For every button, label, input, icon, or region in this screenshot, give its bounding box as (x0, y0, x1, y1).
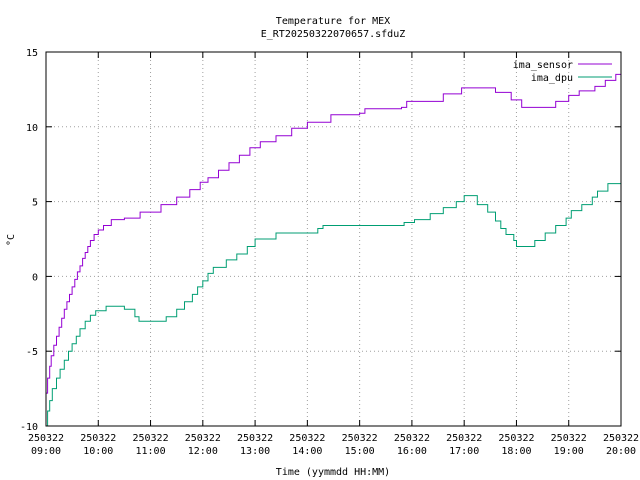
y-tick-label: 0 (32, 272, 38, 283)
series-line-ima-dpu (46, 179, 622, 427)
y-axis-ticks: 15 10 5 0 -5 -10 (20, 48, 621, 433)
grid-lines (46, 52, 621, 426)
x-tick-time: 13:00 (240, 446, 270, 457)
y-tick-label: -10 (20, 422, 38, 433)
x-tick-time: 12:00 (188, 446, 218, 457)
x-tick-time: 18:00 (501, 446, 531, 457)
x-tick-date: 250322 (185, 433, 221, 444)
x-tick-time: 16:00 (397, 446, 427, 457)
series-layer (46, 73, 622, 427)
x-tick-time: 14:00 (292, 446, 322, 457)
x-tick-date: 250322 (80, 433, 116, 444)
chart-title: Temperature for MEX (276, 16, 390, 27)
y-tick-label: 15 (26, 48, 38, 59)
x-tick-date: 250322 (289, 433, 325, 444)
x-tick-date: 250322 (551, 433, 587, 444)
x-tick-date: 250322 (446, 433, 482, 444)
x-tick-date: 250322 (237, 433, 273, 444)
y-tick-label: 10 (26, 123, 38, 134)
legend: ima_sensor ima_dpu (513, 60, 612, 84)
y-axis-label: °C (6, 234, 17, 246)
x-tick-date: 250322 (498, 433, 534, 444)
chart-subtitle: E_RT20250322070657.sfduZ (261, 29, 406, 40)
x-tick-date: 250322 (132, 433, 168, 444)
x-axis-label: Time (yymmdd HH:MM) (276, 467, 390, 478)
x-tick-date: 250322 (342, 433, 378, 444)
x-tick-time: 17:00 (449, 446, 479, 457)
x-tick-time: 09:00 (31, 446, 61, 457)
x-tick-date: 250322 (28, 433, 64, 444)
x-tick-time: 15:00 (345, 446, 375, 457)
series-line-ima-sensor (46, 73, 622, 394)
x-tick-time: 20:00 (606, 446, 636, 457)
x-tick-date: 250322 (394, 433, 430, 444)
x-tick-date: 250322 (603, 433, 639, 444)
x-tick-time: 11:00 (135, 446, 165, 457)
x-tick-time: 10:00 (83, 446, 113, 457)
legend-label-ima-sensor: ima_sensor (513, 60, 573, 71)
x-tick-time: 19:00 (554, 446, 584, 457)
y-tick-label: 5 (32, 198, 38, 209)
x-axis-ticks: 250322 09:00 250322 10:00 250322 11:00 250322 1… (28, 52, 639, 457)
plot-frame (45, 51, 622, 427)
legend-label-ima-dpu: ima_dpu (531, 73, 573, 84)
y-tick-label: -5 (26, 347, 38, 358)
